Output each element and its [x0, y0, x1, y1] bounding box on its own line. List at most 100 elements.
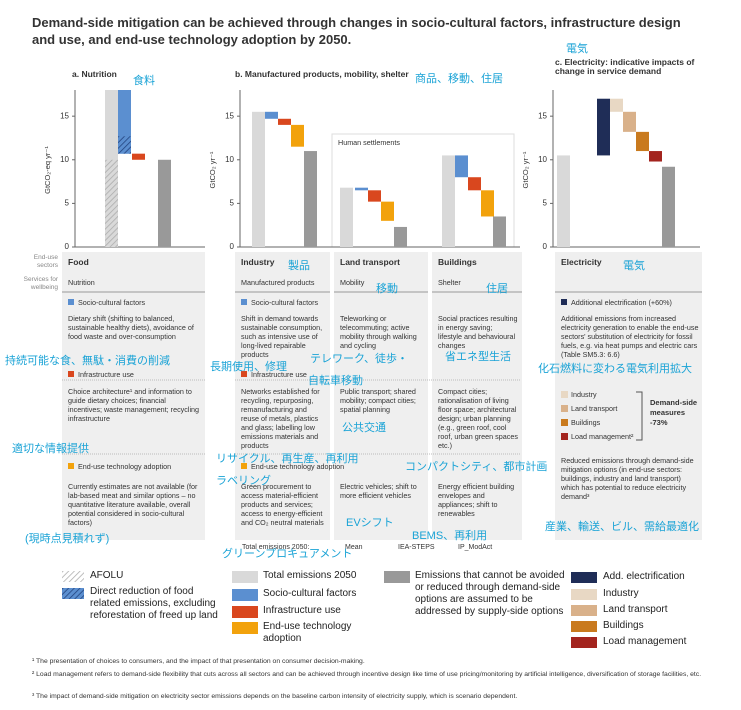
panel-title: a. Nutrition [72, 69, 117, 79]
afolu-bar [105, 159, 118, 247]
bracket [636, 391, 643, 441]
total-bar [252, 111, 265, 247]
annotation: 化石燃料に変わる電気利用拡大 [538, 363, 692, 375]
measures: -73% [650, 418, 668, 427]
legend-swatch [571, 605, 597, 616]
heading-swatch [68, 299, 74, 305]
service-label: Manufactured products [241, 278, 315, 287]
y-tick-label: 0 [65, 242, 70, 251]
annotation: 電気 [623, 260, 645, 272]
annotation: BEMS、再利用 [412, 530, 488, 542]
y-tick-label: 10 [538, 155, 547, 164]
legend-swatch [62, 588, 84, 599]
y-tick-label: 5 [543, 198, 548, 207]
item-swatch [561, 419, 568, 426]
step-bar [381, 201, 394, 221]
heading: Additional electrification (+60%) [571, 298, 672, 307]
annotation: 自転車移動 [308, 375, 363, 387]
step-bar [481, 190, 494, 217]
item-swatch [561, 391, 568, 398]
step-bar [468, 177, 481, 191]
footnote: ² Load management refers to demand-side … [32, 671, 702, 678]
table-column-bg [235, 252, 330, 540]
footer-label: Mean [345, 544, 363, 551]
step-bar [355, 187, 368, 191]
y-tick-label: 10 [60, 155, 69, 164]
legend-label: Socio-cultural factors [263, 588, 357, 599]
step-bar [291, 124, 304, 147]
heading: Infrastructure use [251, 370, 307, 379]
heading: Socio-cultural factors [78, 298, 146, 307]
annotation: コンパクトシティ、都市計画 [405, 461, 548, 473]
heading: Socio-cultural factors [251, 298, 319, 307]
heading-swatch [68, 371, 74, 377]
heading-swatch [241, 299, 247, 305]
y-axis-label: GtCO₂ yr⁻¹ [521, 151, 530, 188]
annotation: 製品 [288, 260, 310, 272]
inset-label: Human settlements [338, 138, 400, 147]
heading: End-use technology adoption [78, 462, 172, 471]
sector-label: Electricity [561, 257, 602, 267]
y-tick-label: 15 [225, 111, 234, 120]
y-tick-label: 10 [225, 155, 234, 164]
sector-label: Land transport [340, 257, 400, 267]
table-column-bg [555, 252, 702, 540]
item: Land transport [571, 404, 618, 413]
legend-label: Land transport [603, 604, 668, 615]
cell-text: Green procurement to access material-eff… [241, 482, 324, 527]
cell-text: Shift in demand towards sustainable cons… [241, 314, 323, 359]
y-tick-label: 5 [230, 198, 235, 207]
y-tick-label: 15 [60, 111, 69, 120]
remaining-bar [394, 226, 407, 247]
y-axis-label: GtCO₂ yr⁻¹ [208, 151, 217, 188]
footer-label: Total emissions 2050: [242, 544, 310, 551]
total-bar [340, 187, 353, 247]
service-label: Shelter [438, 278, 461, 287]
service-label: Nutrition [68, 278, 95, 287]
table-column-bg [62, 252, 205, 540]
footer-label: IEA-STEPS [398, 544, 435, 551]
legend-label: Load management [603, 636, 687, 647]
step-bar [368, 190, 381, 202]
legend-swatch [232, 571, 258, 583]
annotation: 食料 [133, 75, 155, 87]
annotation: 産業、輸送、ビル、需給最適化 [545, 521, 699, 533]
legend-label: Infrastructure use [263, 605, 341, 616]
row-label: Services for wellbeing [23, 276, 58, 291]
legend-label: End-use technology adoption [263, 621, 352, 644]
step-bar [623, 111, 636, 132]
annotation: 公共交通 [342, 422, 386, 434]
heading-swatch [241, 463, 247, 469]
table-column-bg [432, 252, 522, 540]
legend-swatch [384, 571, 410, 583]
annotation: EVシフト [346, 517, 394, 529]
item: Buildings [571, 418, 601, 427]
annotation: 長期使用、修理 [210, 361, 287, 373]
cell-text: Reduced emissions through demand-side mi… [561, 456, 694, 501]
annotation: (現時点見積れず) [25, 533, 110, 545]
legend-swatch [571, 589, 597, 600]
annotation: 商品、移動、住居 [415, 73, 503, 85]
step-bar [597, 98, 610, 156]
legend-swatch [232, 622, 258, 634]
item: Industry [571, 390, 597, 399]
cell-text: Dietary shift (shifting to balanced, sus… [68, 314, 194, 341]
cell-text: Teleworking or telecommuting; active mob… [340, 314, 417, 350]
cell-text: Networks established for recycling, repu… [241, 387, 320, 450]
step-bar [278, 118, 291, 125]
cell-text: Choice architecture¹ and information to … [68, 387, 200, 423]
cell-text: Currently estimates are not available (f… [68, 482, 198, 527]
heading-swatch [68, 463, 74, 469]
annotation: ラベリング [216, 475, 271, 487]
cell-text: Compact cities; rationalisation of livin… [438, 387, 518, 450]
annotation: 移動 [376, 283, 398, 295]
measures: measures [650, 408, 686, 417]
total-bar [557, 155, 570, 247]
heading: End-use technology adoption [251, 462, 345, 471]
y-tick-label: 5 [65, 198, 70, 207]
y-axis-label: GtCO₂-eq yr⁻¹ [43, 146, 52, 194]
remaining-bar [662, 166, 675, 247]
item-swatch [561, 433, 568, 440]
table-column-bg [334, 252, 428, 540]
